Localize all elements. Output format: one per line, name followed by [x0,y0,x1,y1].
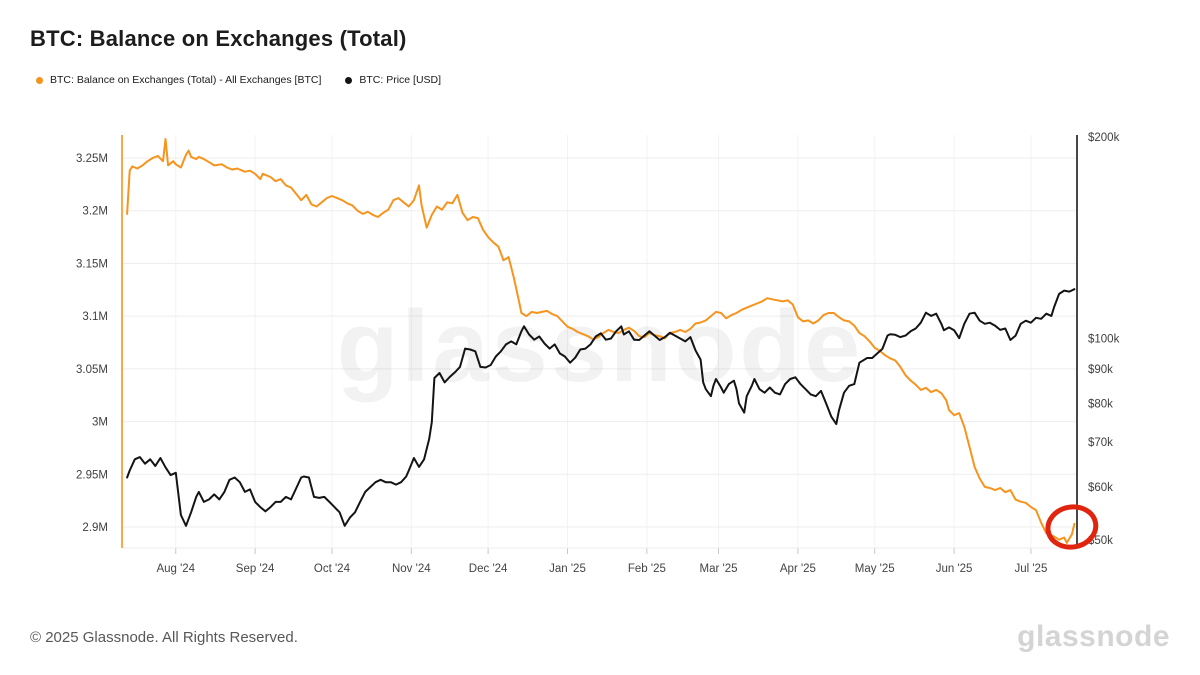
x-tick-label: Apr '25 [780,563,816,575]
right-axis-tick-label: $80k [1088,398,1113,410]
right-axis-tick-label: $90k [1088,364,1113,376]
right-axis-tick-label: $60k [1088,482,1113,494]
left-axis-tick-label: 3.25M [76,153,108,165]
x-tick-label: Dec '24 [469,563,508,575]
axes-layer [121,135,1078,554]
grid-layer [122,135,1077,548]
left-axis-tick-label: 3M [92,417,108,429]
left-axis-tick-label: 3.1M [82,311,108,323]
left-axis-tick-label: 2.9M [82,522,108,534]
legend-label-price: BTC: Price [USD] [359,74,442,86]
price-series-line [126,288,1076,527]
right-axis-tick-label: $100k [1088,334,1120,346]
watermark-text: glassnode [337,291,864,403]
left-axis-tick-label: 3.2M [82,206,108,218]
legend-item-balance[interactable]: BTC: Balance on Exchanges (Total) - All … [36,74,321,86]
legend: BTC: Balance on Exchanges (Total) - All … [36,74,441,86]
copyright-text: © 2025 Glassnode. All Rights Reserved. [30,629,298,646]
right-axis-tick-label: $50k [1088,535,1113,547]
red-circle-annotation [1045,504,1099,550]
left-axis-tick-label: 2.95M [76,469,108,481]
legend-swatch-price-icon [345,76,353,84]
x-tick-label: Nov '24 [392,563,431,575]
right-axis-tick-label: $70k [1088,437,1113,449]
right-axis-tick-label: $200k [1088,132,1120,144]
annotation-layer [1045,504,1099,550]
glassnode-logo: glassnode [1017,620,1170,653]
x-tick-label: Aug '24 [156,563,195,575]
legend-swatch-balance-icon [36,76,43,84]
legend-item-price[interactable]: BTC: Price [USD] [345,74,441,86]
axis-labels-layer: Aug '24 Sep '24 Oct '24 Nov '24 Dec '24 Jan '… [76,132,1120,575]
x-tick-label: Oct '24 [314,563,351,575]
left-axis-tick-label: 3.15M [76,258,108,270]
x-tick-label: Jul '25 [1014,563,1047,575]
x-tick-label: Sep '24 [236,563,275,575]
x-tick-label: May '25 [855,563,895,575]
x-tick-label: Jan '25 [549,563,586,575]
legend-label-balance: BTC: Balance on Exchanges (Total) - All … [50,74,322,86]
x-tick-label: Feb '25 [628,563,666,575]
x-tick-label: Mar '25 [700,563,738,575]
page-title: BTC: Balance on Exchanges (Total) [30,26,407,51]
series-layer [126,138,1076,544]
left-axis-tick-label: 3.05M [76,364,108,376]
x-tick-label: Jun '25 [936,563,973,575]
